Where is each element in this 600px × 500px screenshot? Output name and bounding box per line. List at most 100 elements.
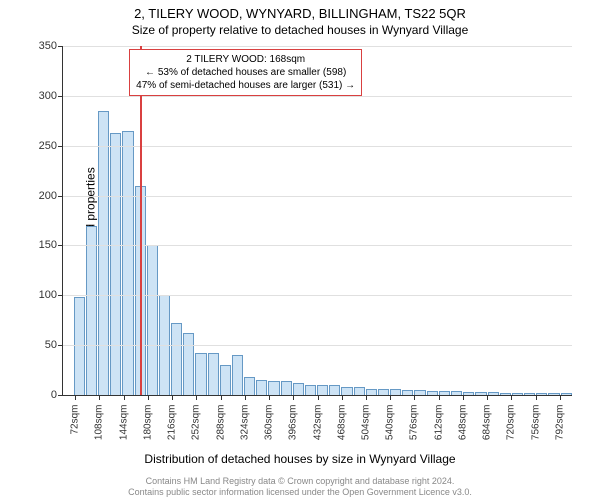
histogram-bar <box>122 131 133 395</box>
histogram-bar <box>451 391 462 395</box>
footer-text: Contains HM Land Registry data © Crown c… <box>0 476 600 499</box>
xtick-label: 720sqm <box>506 401 517 441</box>
xtick-label: 684sqm <box>482 401 493 441</box>
histogram-bar <box>147 245 158 395</box>
histogram-bar <box>232 355 243 395</box>
histogram-bar <box>402 390 413 395</box>
histogram-bar <box>475 392 486 395</box>
histogram-bar <box>98 111 109 395</box>
xtick-label: 756sqm <box>530 401 541 441</box>
histogram-bar <box>512 393 523 395</box>
xtick-mark <box>511 395 512 400</box>
histogram-bar <box>305 385 316 395</box>
histogram-bar <box>110 133 121 395</box>
xtick-label: 540sqm <box>385 401 396 441</box>
histogram-bar <box>439 391 450 395</box>
histogram-bar <box>195 353 206 395</box>
property-marker-line <box>140 46 142 395</box>
ytick-label: 200 <box>39 190 63 202</box>
xtick-label: 324sqm <box>239 401 250 441</box>
histogram-bar <box>354 387 365 395</box>
xtick-mark <box>414 395 415 400</box>
xtick-mark <box>342 395 343 400</box>
histogram-bar <box>329 385 340 395</box>
ytick-label: 50 <box>45 339 63 351</box>
xtick-mark <box>124 395 125 400</box>
xtick-label: 180sqm <box>142 401 153 441</box>
footer-line-1: Contains HM Land Registry data © Crown c… <box>0 476 600 487</box>
footer-line-2: Contains public sector information licen… <box>0 487 600 498</box>
xtick-label: 360sqm <box>264 401 275 441</box>
histogram-bar <box>171 323 182 395</box>
histogram-bar <box>268 381 279 395</box>
histogram-bar <box>427 391 438 395</box>
xtick-label: 648sqm <box>457 401 468 441</box>
plot-area: 050100150200250300350 72sqm108sqm144sqm1… <box>62 46 572 396</box>
histogram-bar <box>244 377 255 395</box>
xtick-label: 468sqm <box>336 401 347 441</box>
ytick-label: 0 <box>51 389 63 401</box>
histogram-bar <box>293 383 304 395</box>
histogram-bar <box>488 392 499 395</box>
xtick-mark <box>487 395 488 400</box>
xtick-label: 612sqm <box>433 401 444 441</box>
chart-subtitle: Size of property relative to detached ho… <box>0 21 600 37</box>
annotation-line-3: 47% of semi-detached houses are larger (… <box>136 79 355 92</box>
xtick-label: 72sqm <box>70 401 81 435</box>
ytick-label: 300 <box>39 90 63 102</box>
histogram-bar <box>561 393 572 395</box>
histogram-bar <box>390 389 401 395</box>
histogram-bar <box>463 392 474 395</box>
annotation-box: 2 TILERY WOOD: 168sqm ← 53% of detached … <box>129 49 362 96</box>
xtick-mark <box>221 395 222 400</box>
histogram-bar <box>220 365 231 395</box>
xtick-mark <box>293 395 294 400</box>
ytick-label: 350 <box>39 40 63 52</box>
xtick-mark <box>99 395 100 400</box>
xtick-mark <box>148 395 149 400</box>
xtick-label: 252sqm <box>191 401 202 441</box>
xtick-label: 432sqm <box>312 401 323 441</box>
xtick-mark <box>463 395 464 400</box>
xtick-mark <box>560 395 561 400</box>
xtick-label: 504sqm <box>360 401 371 441</box>
histogram-bar <box>86 226 97 396</box>
histogram-bar <box>317 385 328 395</box>
xtick-mark <box>366 395 367 400</box>
histogram-bar <box>256 380 267 395</box>
xtick-label: 792sqm <box>554 401 565 441</box>
xtick-label: 288sqm <box>215 401 226 441</box>
xtick-label: 216sqm <box>167 401 178 441</box>
histogram-bar <box>281 381 292 395</box>
histogram-bar <box>366 389 377 395</box>
histogram-bar <box>414 390 425 395</box>
histogram-bar <box>341 387 352 395</box>
xtick-mark <box>390 395 391 400</box>
xtick-mark <box>439 395 440 400</box>
annotation-line-1: 2 TILERY WOOD: 168sqm <box>136 53 355 66</box>
xtick-label: 576sqm <box>409 401 420 441</box>
xtick-mark <box>536 395 537 400</box>
histogram-bar <box>378 389 389 395</box>
histogram-bar <box>500 393 511 395</box>
annotation-line-2: ← 53% of detached houses are smaller (59… <box>136 66 355 79</box>
histogram-bar <box>548 393 559 395</box>
ytick-label: 100 <box>39 289 63 301</box>
histogram-bar <box>183 333 194 395</box>
xtick-label: 144sqm <box>118 401 129 441</box>
histogram-bar <box>74 297 85 395</box>
xtick-mark <box>196 395 197 400</box>
xtick-label: 396sqm <box>288 401 299 441</box>
histogram-bar <box>536 393 547 395</box>
ytick-label: 250 <box>39 140 63 152</box>
x-axis-label: Distribution of detached houses by size … <box>0 452 600 466</box>
xtick-mark <box>75 395 76 400</box>
histogram-bar <box>208 353 219 395</box>
xtick-label: 108sqm <box>94 401 105 441</box>
xtick-mark <box>269 395 270 400</box>
ytick-label: 150 <box>39 239 63 251</box>
chart-title: 2, TILERY WOOD, WYNYARD, BILLINGHAM, TS2… <box>0 0 600 21</box>
xtick-mark <box>318 395 319 400</box>
xtick-mark <box>245 395 246 400</box>
xtick-mark <box>172 395 173 400</box>
